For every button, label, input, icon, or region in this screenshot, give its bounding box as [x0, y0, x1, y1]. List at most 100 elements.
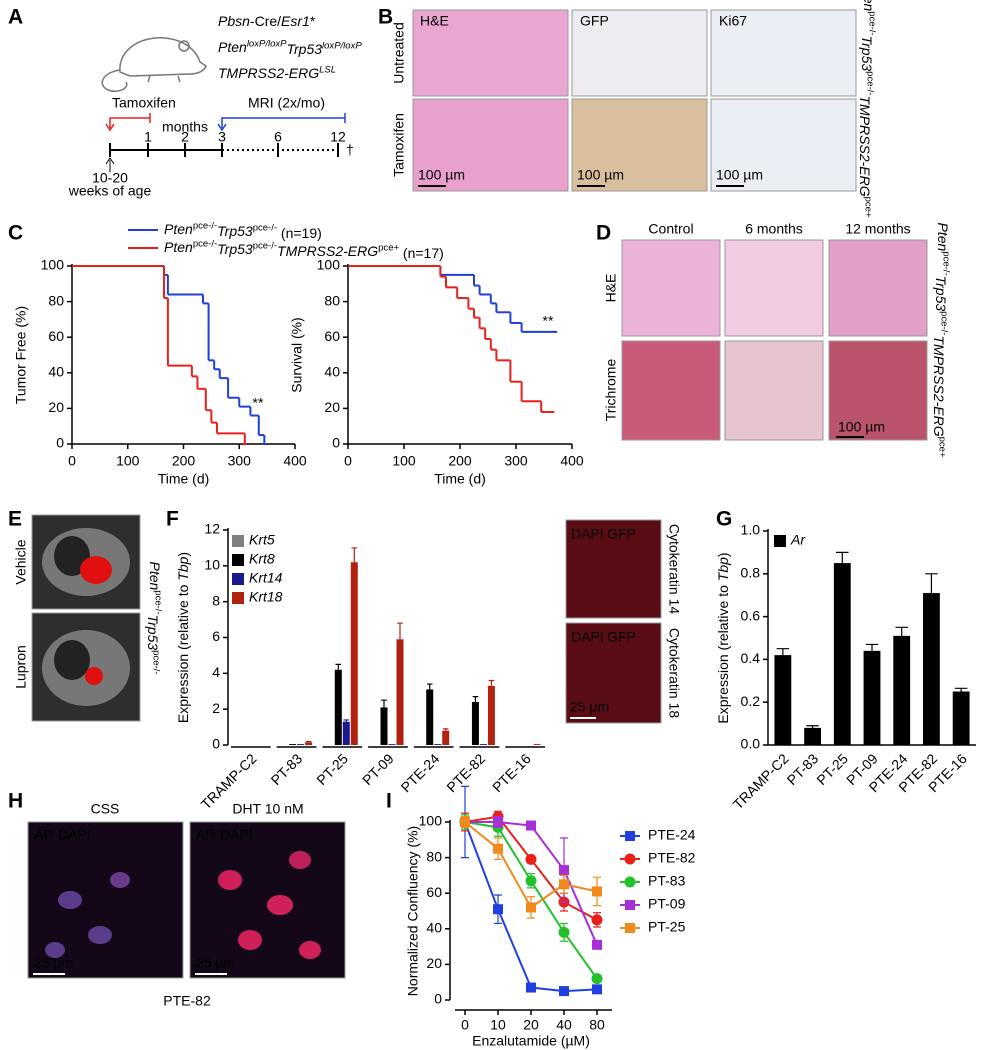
error-bar [925, 573, 938, 594]
y-tick-label: 0 [434, 991, 442, 1007]
image-details [42, 528, 321, 959]
text-span: TMPRSS2-ERG [931, 335, 947, 436]
row-label: Trichrome [603, 359, 619, 422]
marker [526, 902, 536, 913]
error-bar [472, 696, 479, 702]
text-span: loxP/loxP [322, 40, 362, 51]
error-bar [895, 626, 908, 636]
y-tick-label: 0 [212, 736, 220, 752]
marker [559, 986, 569, 997]
text-span: loxP/loxP [247, 38, 287, 49]
error-bar [343, 719, 350, 722]
y-tick-label: 12 [204, 521, 220, 537]
text-span: (n=17) [399, 245, 444, 261]
x-tick-label: 0 [344, 453, 352, 469]
legend-swatch [232, 592, 244, 604]
legend-marker [625, 831, 635, 841]
x-tick-label: 400 [560, 453, 584, 469]
label: DHT 10 nM [232, 801, 303, 817]
error-bar [806, 725, 819, 728]
row-label: Lupron [13, 645, 29, 689]
bar [396, 639, 404, 745]
scale-bar-label: 25 µm [34, 955, 73, 971]
marker [526, 982, 536, 993]
legend-label: PT-25 [648, 919, 686, 935]
panel-label: G [716, 508, 732, 531]
text-span: Trp53 [145, 615, 161, 651]
text-span: Pten [164, 221, 193, 237]
stain-label: GFP [607, 526, 636, 542]
column-label: GFP [580, 13, 609, 29]
bar [923, 593, 940, 745]
y-tick-label: 60 [426, 884, 442, 900]
error-bar [381, 699, 387, 708]
y-tick-label: 0 [332, 435, 340, 451]
stain-label: GFP [607, 629, 636, 645]
text-span: pce-/- [865, 71, 876, 95]
y-tick-label: 0.2 [741, 693, 761, 709]
bar [804, 727, 821, 745]
scale-bar-label: 100 µm [577, 167, 624, 183]
bar [434, 744, 442, 745]
y-axis-title: Expression (relative to Tbp) [715, 552, 731, 723]
bar [297, 744, 305, 745]
bar [305, 742, 313, 745]
text-span: pce-/- [151, 650, 162, 674]
text-span: pce-/- [253, 240, 277, 251]
timeline [105, 113, 346, 172]
scale-bar-label: 25 µm [570, 699, 609, 715]
scale-bar-label: 100 µm [716, 167, 763, 183]
marker-label: Cytokeratin 18 [666, 628, 682, 718]
legend-swatch [232, 554, 244, 566]
error-bar [776, 648, 790, 656]
stain-label: AR [34, 827, 53, 843]
bar [426, 689, 434, 745]
error-bar [836, 551, 849, 564]
y-tick-label: 20 [48, 399, 64, 415]
significance: ** [253, 395, 264, 411]
text-span: ) [175, 552, 191, 557]
scale-bar-label: 100 µm [838, 419, 885, 435]
bar [350, 562, 358, 745]
panel-label: F [166, 508, 179, 531]
column-label: 6 months [745, 221, 803, 237]
x-tick-label: 300 [228, 453, 252, 469]
text-span: Expression (relative to [175, 581, 191, 723]
text-span: pce+ [863, 197, 874, 218]
bar [863, 650, 881, 745]
y-axis-title: Survival (%) [289, 317, 305, 392]
x-tick-label: 100 [116, 453, 140, 469]
legend-label: PTE-24 [648, 827, 696, 843]
scale-bar-label: 100 µm [418, 167, 465, 183]
x-tick-label: 200 [448, 453, 472, 469]
marker [460, 817, 470, 827]
panel-label: A [8, 6, 23, 29]
y-axis-title: Expression (relative to Tbp) [175, 552, 191, 723]
x-axis-title: Time (d) [434, 471, 486, 487]
row-label: H&E [603, 274, 619, 303]
x-axis-title: Enzalutamide (µM) [472, 1033, 590, 1049]
marker-label: Cytokeratin 14 [666, 524, 682, 614]
x-tick-label: 300 [504, 453, 528, 469]
row-label: Vehicle [13, 539, 29, 584]
y-tick-label: 60 [48, 328, 64, 344]
legend-marker [624, 853, 636, 865]
error-bar [954, 687, 968, 692]
column-label: Ki67 [719, 13, 747, 29]
y-tick-label: 60 [324, 328, 340, 344]
y-tick-label: 0.4 [741, 650, 761, 666]
text-span: pce-/- [153, 590, 164, 614]
panel-label: B [378, 6, 393, 29]
bar [342, 721, 350, 745]
panel-label: H [8, 790, 23, 813]
legend-swatch [774, 535, 786, 547]
y-tick-label: 20 [324, 399, 340, 415]
bar [533, 744, 541, 745]
row-label: Tamoxifen [391, 113, 407, 177]
y-tick-label: 100 [41, 257, 65, 273]
legend-marker [624, 876, 636, 888]
label: weeks of age [68, 183, 152, 199]
scale-bar-label: 25 µm [196, 955, 235, 971]
genotype-label: Ptenpce-/-Trp53pce-/-TMPRSS2-ERGpce+ [931, 222, 952, 457]
legend-label: PT-09 [648, 896, 686, 912]
